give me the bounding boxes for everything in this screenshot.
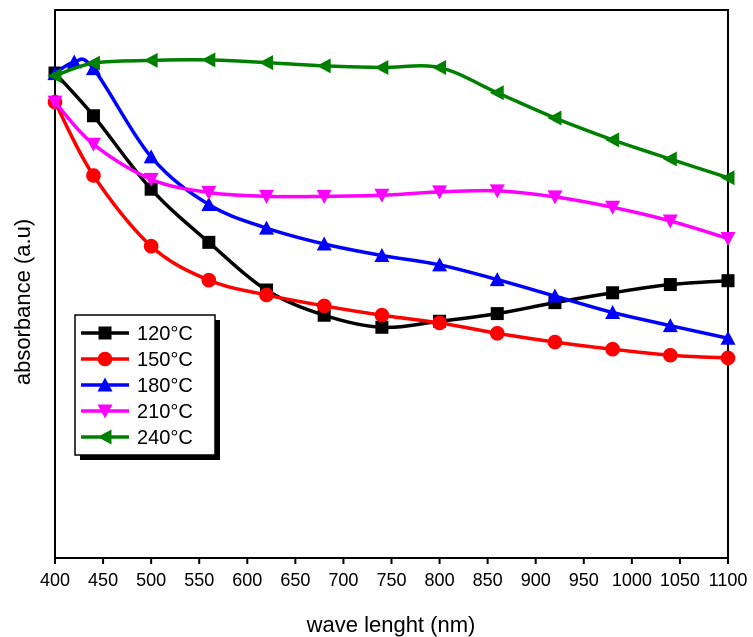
data-point xyxy=(721,274,735,288)
data-point xyxy=(663,347,678,363)
data-point xyxy=(374,60,389,76)
data-point xyxy=(489,184,505,199)
legend-label: 210°C xyxy=(137,401,193,423)
x-tick-label: 950 xyxy=(569,570,599,590)
data-point xyxy=(316,298,332,314)
data-point xyxy=(85,61,101,76)
data-point xyxy=(547,110,562,126)
x-tick-label: 700 xyxy=(328,570,358,590)
series-line xyxy=(53,100,730,241)
data-point xyxy=(144,182,158,196)
legend-label: 180°C xyxy=(137,375,193,397)
data-point xyxy=(489,85,504,101)
legend-swatch-marker xyxy=(98,326,112,340)
data-point xyxy=(605,304,621,319)
data-point xyxy=(201,185,217,200)
data-point xyxy=(201,197,217,212)
data-point xyxy=(720,330,736,345)
data-point xyxy=(375,320,389,334)
data-point xyxy=(662,151,677,167)
data-point xyxy=(201,52,216,68)
series-line xyxy=(53,57,730,341)
data-point xyxy=(490,307,504,321)
legend-swatch-marker xyxy=(97,404,113,419)
data-point xyxy=(86,109,100,123)
series-0 xyxy=(48,66,735,334)
data-point xyxy=(259,55,274,71)
data-point xyxy=(662,318,678,333)
data-point xyxy=(201,272,217,288)
data-point xyxy=(259,287,274,303)
data-point xyxy=(489,326,505,341)
data-point xyxy=(663,278,677,292)
y-axis-label: absorbance (a.u) xyxy=(10,219,35,385)
data-point xyxy=(720,170,735,186)
x-tick-label: 500 xyxy=(136,570,166,590)
data-point xyxy=(605,132,620,148)
series-3 xyxy=(47,95,736,247)
data-point xyxy=(605,200,621,215)
x-tick-label: 800 xyxy=(425,570,455,590)
data-point xyxy=(143,238,159,254)
legend-label: 240°C xyxy=(137,427,193,449)
x-tick-label: 600 xyxy=(232,570,262,590)
x-axis-label: wave lenght (nm) xyxy=(306,612,476,637)
data-point xyxy=(85,55,100,71)
series-4 xyxy=(47,52,735,186)
data-point xyxy=(547,288,563,303)
data-point xyxy=(489,272,505,287)
data-point xyxy=(662,214,678,229)
plot-frame xyxy=(54,9,729,559)
data-point xyxy=(720,232,736,247)
data-point xyxy=(605,341,620,357)
x-tick-label: 550 xyxy=(184,570,214,590)
data-point xyxy=(85,137,101,152)
x-tick-label: 450 xyxy=(88,570,118,590)
series-2 xyxy=(47,54,736,345)
x-tick-label: 400 xyxy=(40,570,70,590)
data-point xyxy=(432,60,447,76)
x-tick-label: 900 xyxy=(521,570,551,590)
legend-label: 150°C xyxy=(137,349,193,371)
legend: 120°C 150°C 180°C 210°C 240°C xyxy=(74,314,220,460)
data-point xyxy=(316,236,332,251)
data-point xyxy=(374,307,390,323)
x-tick-label: 1000 xyxy=(612,570,652,590)
data-point xyxy=(66,54,82,69)
data-point xyxy=(143,149,159,164)
x-tick-label: 850 xyxy=(473,570,503,590)
x-tick-label: 1050 xyxy=(660,570,700,590)
data-point xyxy=(720,350,736,366)
data-point xyxy=(143,172,159,187)
x-axis: 400 450 500 550 600 650 700 750 800 850 900 950 1000… xyxy=(40,558,747,590)
data-point xyxy=(202,235,216,249)
data-point xyxy=(432,257,448,272)
data-point xyxy=(547,190,563,205)
data-point xyxy=(316,189,332,204)
data-point xyxy=(547,334,563,350)
data-point xyxy=(143,52,158,68)
legend-swatch-marker xyxy=(97,377,113,392)
x-tick-label: 1100 xyxy=(709,570,748,590)
x-tick-label: 750 xyxy=(376,570,406,590)
data-point xyxy=(259,220,275,235)
data-point xyxy=(316,58,331,74)
data-point xyxy=(259,189,275,204)
x-tick-label: 650 xyxy=(280,570,310,590)
data-point xyxy=(47,68,62,84)
data-point xyxy=(47,95,63,110)
legend-swatch-marker xyxy=(97,351,113,367)
data-point xyxy=(432,315,447,331)
data-point xyxy=(86,168,101,183)
data-point xyxy=(432,185,448,200)
data-point xyxy=(374,188,390,203)
data-point xyxy=(374,248,390,263)
data-point xyxy=(606,286,620,300)
series-line xyxy=(53,71,730,330)
legend-label: 120°C xyxy=(137,323,193,345)
legend-swatch-marker xyxy=(97,429,112,445)
series-layer xyxy=(47,52,736,366)
